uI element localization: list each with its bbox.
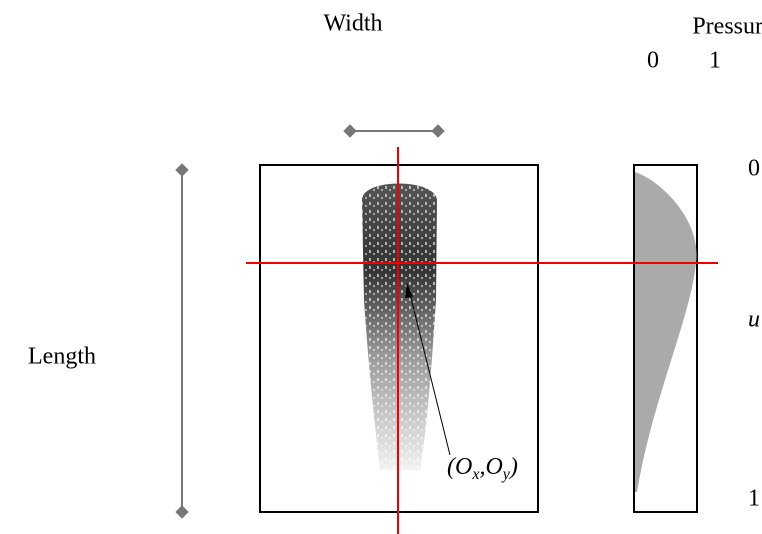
origin-mid: ,O bbox=[479, 454, 502, 480]
width-arrow bbox=[344, 125, 444, 137]
footprint bbox=[362, 184, 437, 471]
pressure-label: Pressure bbox=[692, 14, 762, 40]
u-start: 0 bbox=[748, 156, 760, 182]
pressure-min: 0 bbox=[647, 48, 659, 74]
origin-open: (O bbox=[447, 454, 472, 480]
width-label: Width bbox=[323, 11, 382, 37]
pressure-profile bbox=[635, 172, 697, 492]
length-label: Length bbox=[28, 344, 96, 370]
u-end: 1 bbox=[748, 486, 760, 512]
pressure-max: 1 bbox=[709, 48, 721, 74]
diagram: Width Pressure 0 1 Length 0 u 1 (Ox,Oy) bbox=[0, 0, 762, 534]
u-label: u bbox=[748, 307, 760, 333]
origin-x-sub: x bbox=[471, 466, 479, 483]
length-arrow bbox=[176, 164, 188, 518]
origin-label: (Ox,Oy) bbox=[447, 454, 518, 483]
origin-close: ) bbox=[508, 454, 518, 480]
